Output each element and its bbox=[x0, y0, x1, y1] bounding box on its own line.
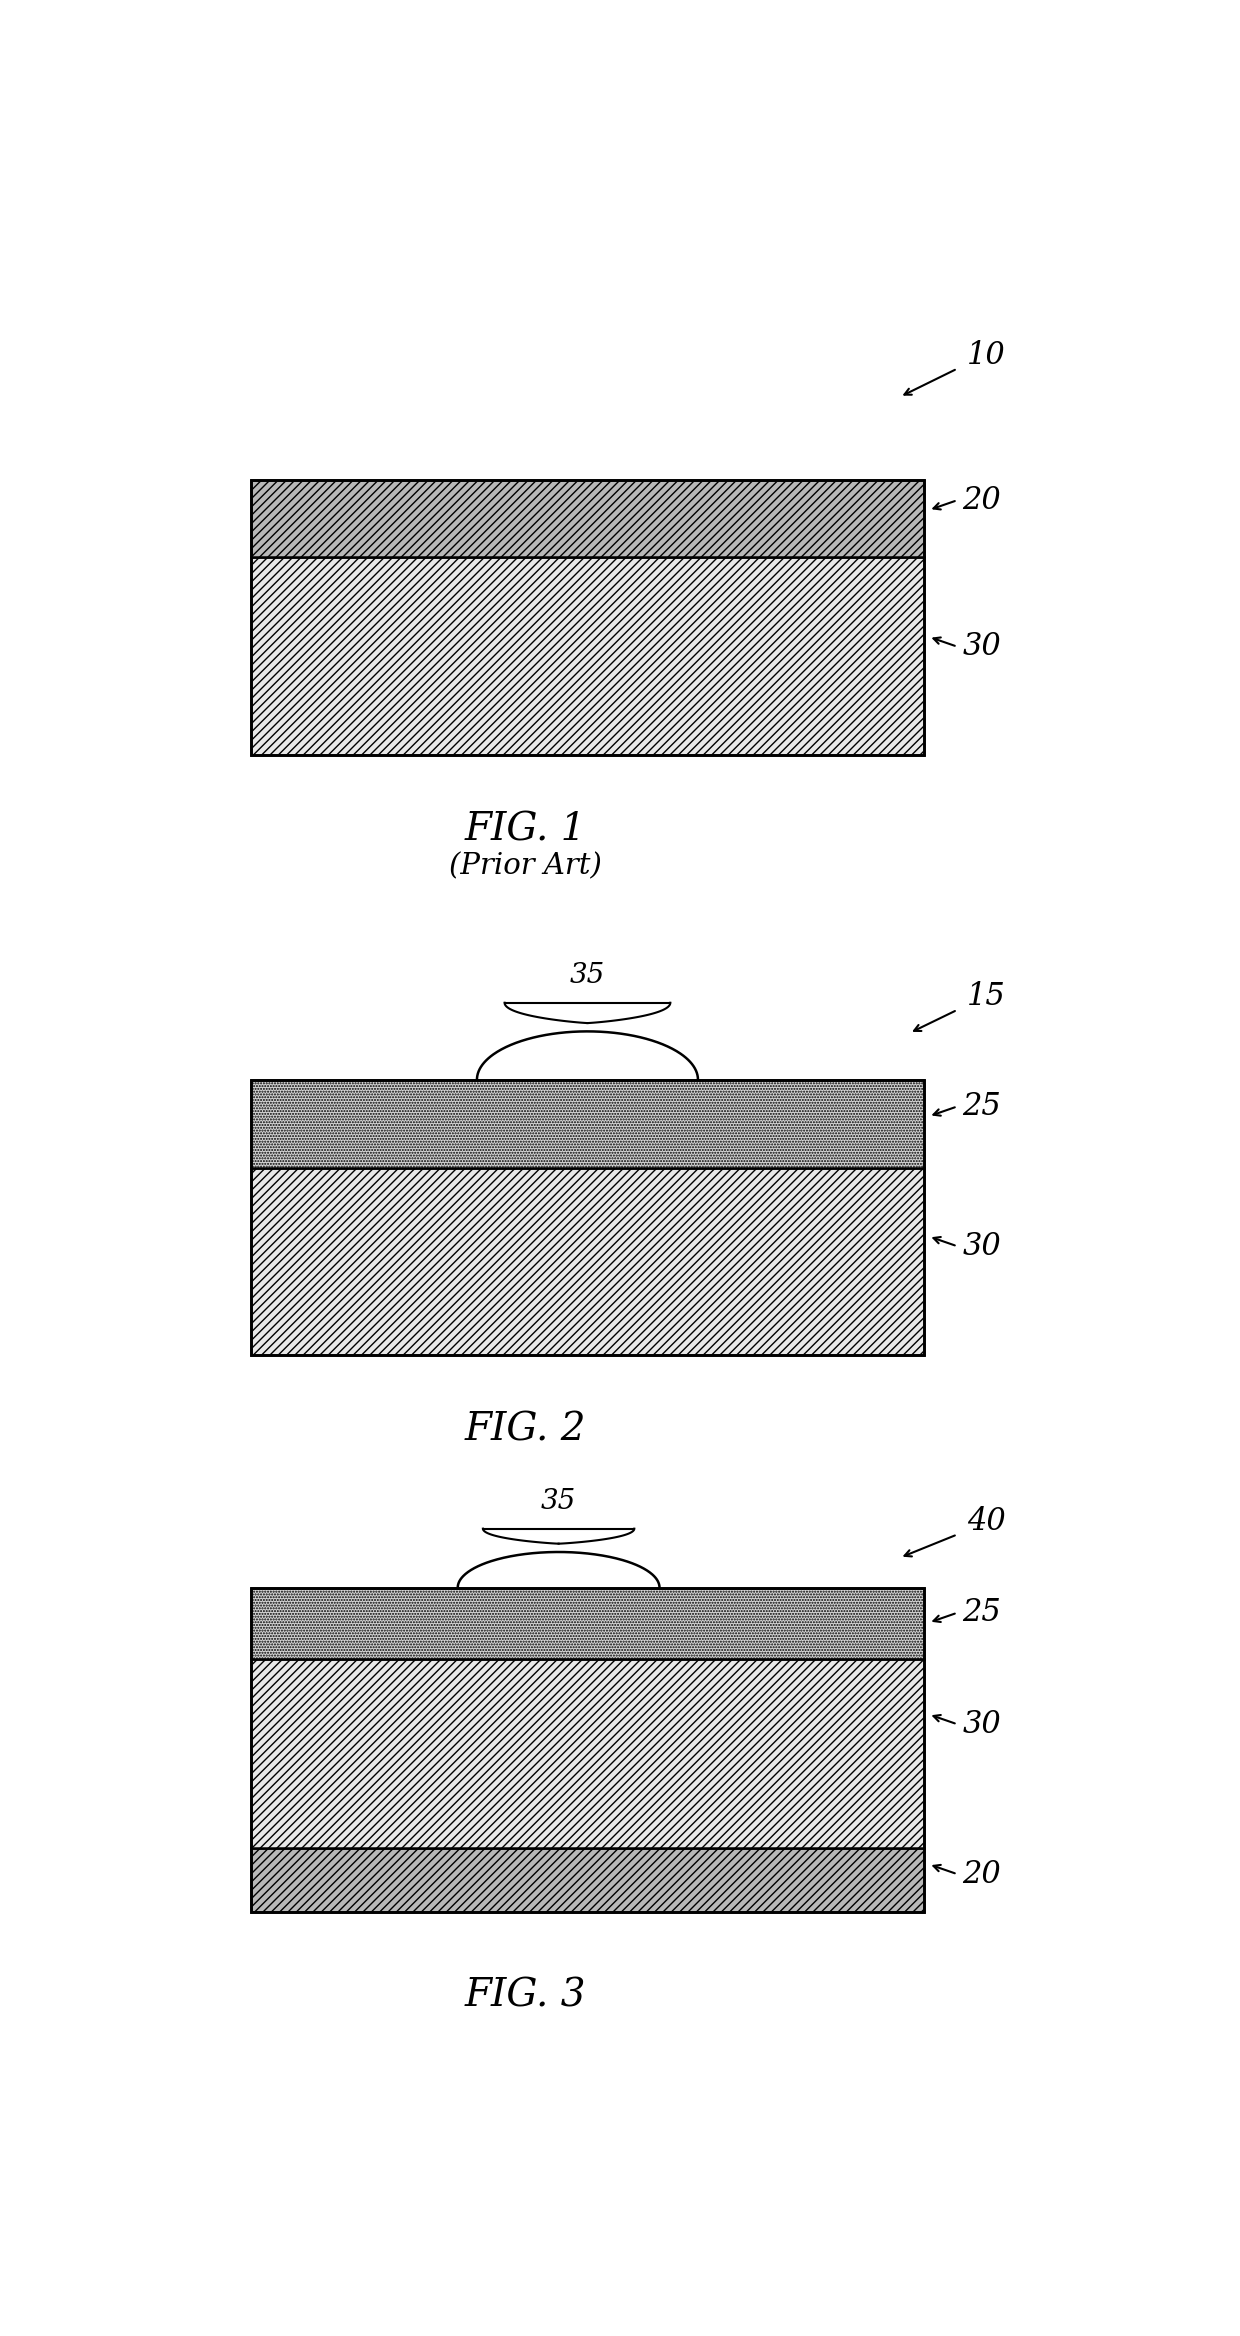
Text: 25: 25 bbox=[962, 1598, 1001, 1628]
Text: 30: 30 bbox=[962, 1710, 1001, 1740]
Bar bbox=[250, 481, 924, 556]
Text: FIG. 3: FIG. 3 bbox=[464, 1976, 585, 2014]
Text: 10: 10 bbox=[967, 339, 1006, 371]
Bar bbox=[250, 1079, 924, 1355]
Text: FIG. 2: FIG. 2 bbox=[464, 1411, 585, 1448]
Bar bbox=[250, 481, 924, 755]
Bar bbox=[250, 1079, 924, 1168]
Bar bbox=[250, 1168, 924, 1355]
Text: 35: 35 bbox=[570, 962, 605, 990]
Text: 35: 35 bbox=[541, 1488, 577, 1516]
Text: 15: 15 bbox=[967, 981, 1006, 1011]
Bar bbox=[250, 1848, 924, 1913]
Text: 20: 20 bbox=[962, 484, 1001, 516]
Text: 20: 20 bbox=[962, 1859, 1001, 1890]
Text: 40: 40 bbox=[967, 1507, 1006, 1537]
Text: (Prior Art): (Prior Art) bbox=[449, 853, 601, 881]
Bar bbox=[250, 1588, 924, 1659]
Bar bbox=[250, 556, 924, 755]
Text: 30: 30 bbox=[962, 631, 1001, 661]
Bar bbox=[250, 1659, 924, 1848]
Text: 25: 25 bbox=[962, 1091, 1001, 1121]
Bar bbox=[250, 1588, 924, 1913]
Text: FIG. 1: FIG. 1 bbox=[464, 811, 585, 848]
Text: 30: 30 bbox=[962, 1231, 1001, 1261]
